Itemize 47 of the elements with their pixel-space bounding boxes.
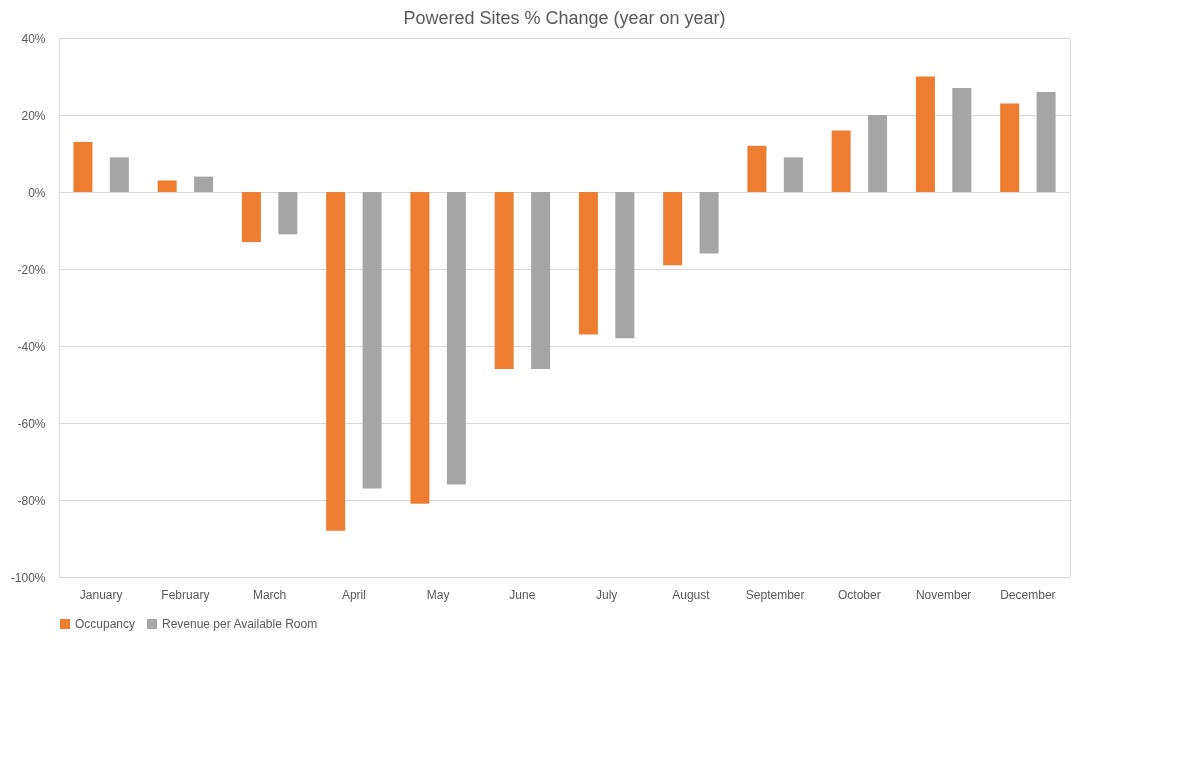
bar xyxy=(868,115,888,192)
bar xyxy=(362,192,382,489)
x-tick-label: August xyxy=(672,587,711,602)
chart-title: Powered Sites % Change (year on year) xyxy=(403,8,726,28)
bar xyxy=(73,141,93,192)
bar xyxy=(446,192,466,485)
y-tick-label: 20% xyxy=(21,108,46,123)
bar xyxy=(278,192,298,235)
x-tick-label: February xyxy=(161,587,210,602)
y-tick-label: -100% xyxy=(10,570,46,585)
bar xyxy=(494,192,514,370)
bar xyxy=(410,192,430,504)
y-tick-label: -20% xyxy=(17,262,46,277)
legend-label: Occupancy xyxy=(75,617,136,631)
x-tick-label: July xyxy=(595,587,618,602)
legend-label: Revenue per Available Room xyxy=(162,617,318,631)
bar xyxy=(783,157,803,192)
bar xyxy=(747,145,767,192)
x-tick-label: December xyxy=(1000,587,1056,602)
y-tick-label: 40% xyxy=(21,31,46,46)
bar xyxy=(194,176,214,192)
bar xyxy=(663,192,683,266)
bar xyxy=(831,130,851,192)
bar xyxy=(915,76,935,192)
x-tick-label: October xyxy=(838,587,881,602)
bar xyxy=(1000,103,1020,192)
x-tick-label: November xyxy=(915,587,972,602)
bar xyxy=(109,157,129,192)
bar xyxy=(531,192,551,370)
bar xyxy=(157,180,177,192)
x-tick-label: May xyxy=(426,587,450,602)
x-tick-label: January xyxy=(79,587,123,602)
x-tick-label: April xyxy=(341,587,366,602)
bar xyxy=(615,192,635,339)
x-tick-label: June xyxy=(509,587,536,602)
y-tick-label: -80% xyxy=(17,493,46,508)
y-tick-label: -40% xyxy=(17,339,46,354)
x-tick-label: September xyxy=(745,587,805,602)
x-tick-label: March xyxy=(252,587,287,602)
bar xyxy=(699,192,719,254)
bar xyxy=(1036,91,1056,192)
bar xyxy=(326,192,346,531)
bar xyxy=(578,192,598,335)
y-tick-label: 0% xyxy=(28,185,46,200)
bar xyxy=(952,88,972,192)
bar xyxy=(241,192,261,243)
y-tick-label: -60% xyxy=(17,416,46,431)
